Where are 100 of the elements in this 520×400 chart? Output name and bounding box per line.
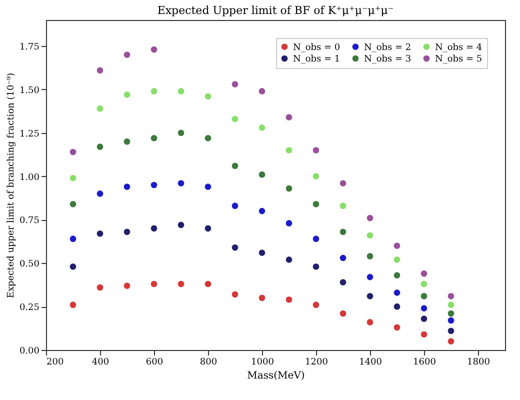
point (232, 116, 238, 122)
point (124, 138, 130, 145)
x-tick-label: 1600 (413, 358, 436, 368)
point (448, 328, 454, 334)
point (448, 293, 454, 300)
x-tick-label: 200 (46, 358, 64, 368)
point (204, 93, 212, 100)
point (258, 88, 266, 94)
point (420, 270, 428, 277)
point (312, 302, 320, 308)
point (150, 46, 158, 53)
y-tick-label: 0.75 (19, 216, 40, 226)
point (124, 52, 130, 58)
legend-label: N_obs = 2 (364, 42, 412, 53)
point (232, 81, 238, 88)
point (96, 67, 104, 74)
point (150, 225, 158, 232)
point (258, 171, 266, 178)
y-tick-label: 1.75 (19, 42, 40, 53)
point (258, 250, 266, 256)
point (366, 214, 374, 222)
point (124, 228, 130, 236)
y-axis-title: Expected upper limit of branching fraction (10⁻⁹) (6, 72, 16, 298)
point (178, 222, 184, 228)
point (150, 280, 158, 288)
point (448, 310, 454, 317)
x-axis-title: Mass(MeV) (247, 370, 305, 382)
point (70, 174, 76, 182)
point (204, 225, 212, 232)
y-tick-label: 0.25 (19, 303, 40, 314)
point (394, 290, 400, 296)
point (394, 324, 400, 331)
point (96, 230, 104, 237)
x-tick-label: 600 (146, 358, 164, 368)
y-tick-label: 1.50 (19, 86, 40, 96)
point (232, 291, 238, 298)
point (286, 147, 292, 154)
point (286, 256, 292, 263)
point (366, 274, 374, 280)
point (366, 232, 374, 239)
point (340, 254, 346, 262)
point (312, 200, 320, 208)
point (394, 303, 400, 310)
legend-label: N_obs = 0 (293, 42, 340, 53)
point (340, 228, 346, 236)
point (340, 202, 346, 209)
point (96, 144, 104, 150)
point (312, 173, 320, 180)
point (448, 317, 454, 324)
point (150, 182, 158, 188)
x-tick-label: 800 (200, 358, 218, 368)
point (204, 184, 212, 190)
point (70, 200, 76, 208)
point (286, 114, 292, 120)
point (124, 92, 130, 98)
point (178, 180, 184, 186)
point (312, 263, 320, 270)
point (232, 202, 238, 209)
x-tick-label: 1800 (467, 358, 490, 368)
point (96, 190, 104, 197)
legend-label: N_obs = 4 (435, 42, 482, 53)
point (340, 310, 346, 317)
point (232, 162, 238, 170)
point (204, 134, 212, 142)
point (178, 130, 184, 136)
point (286, 185, 292, 192)
point (420, 280, 428, 288)
point (124, 184, 130, 190)
point (178, 88, 184, 94)
point (96, 105, 104, 112)
point (312, 147, 320, 154)
point (394, 272, 400, 278)
point (366, 253, 374, 260)
point (420, 293, 428, 300)
point (124, 282, 130, 289)
point (340, 180, 346, 186)
point (70, 148, 76, 156)
point (448, 338, 454, 344)
point (312, 236, 320, 242)
point (394, 242, 400, 249)
legend-label: N_obs = 5 (435, 54, 482, 64)
legend-label: N_obs = 1 (293, 54, 340, 64)
x-tick-label: 400 (92, 358, 110, 368)
point (258, 208, 266, 214)
chart-title: Expected Upper limit of BF of K⁺μ⁺μ⁻μ⁺μ⁻ (157, 4, 394, 17)
y-tick-label: 1.00 (19, 172, 40, 183)
point (178, 280, 184, 288)
point (258, 124, 266, 131)
point (340, 279, 346, 286)
point (420, 331, 428, 338)
point (420, 305, 428, 312)
x-tick-label: 1200 (305, 358, 328, 368)
legend-label: N_obs = 3 (364, 54, 412, 64)
point (286, 220, 292, 226)
y-tick-label: 1.25 (19, 129, 40, 140)
y-tick-label: 0.00 (19, 346, 40, 356)
point (366, 319, 374, 326)
point (150, 134, 158, 142)
point (70, 263, 76, 270)
point (286, 296, 292, 303)
